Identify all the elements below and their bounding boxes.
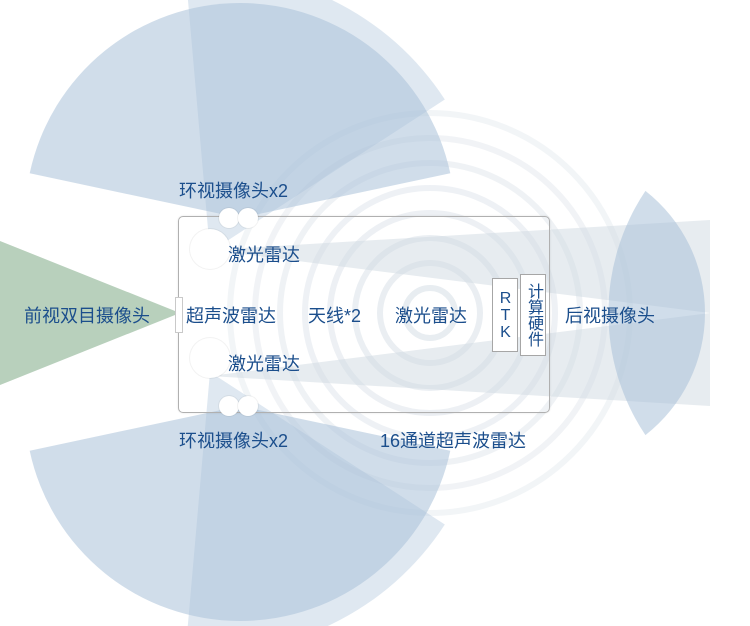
sensor-dot	[219, 208, 239, 228]
front-stereo-label: 前视双目摄像头	[24, 302, 150, 328]
compute-box: 计算硬件	[520, 274, 546, 356]
sensor-dot	[190, 229, 230, 269]
front-tick	[175, 297, 183, 333]
lidar-rear-label: 激光雷达	[395, 302, 467, 328]
surround-cam-top-label: 环视摄像头x2	[179, 177, 288, 203]
ultrasonic16-label: 16通道超声波雷达	[380, 427, 526, 453]
lidar-top-label: 激光雷达	[228, 241, 300, 267]
ultrasonic-label: 超声波雷达	[186, 302, 276, 328]
antenna-label: 天线*2	[308, 302, 361, 328]
sensor-diagram: { "canvas": { "w": 750, "h": 626, "cx": …	[0, 0, 750, 626]
lidar-bottom-label: 激光雷达	[228, 350, 300, 376]
rtk-box: RTK	[492, 278, 518, 352]
compute-label: 计算硬件	[521, 283, 545, 347]
surround-cam-bottom-label: 环视摄像头x2	[179, 427, 288, 453]
rtk-label: RTK	[496, 290, 514, 341]
sensor-dot	[238, 208, 258, 228]
rear-cam-label: 后视摄像头	[565, 302, 655, 328]
sensor-dot	[190, 338, 230, 378]
sensor-dot	[219, 396, 239, 416]
sensor-dot	[238, 396, 258, 416]
